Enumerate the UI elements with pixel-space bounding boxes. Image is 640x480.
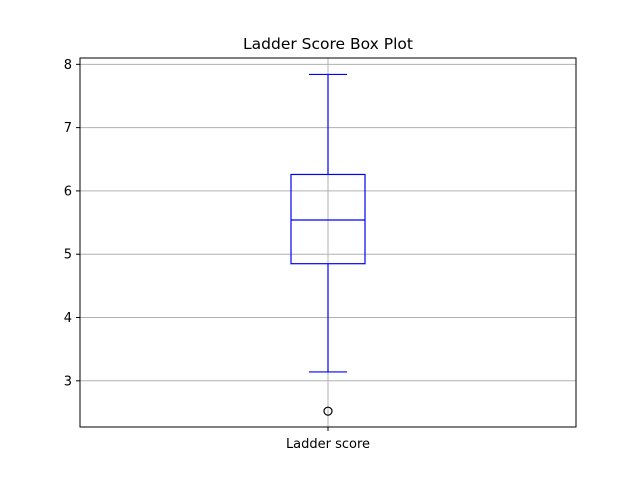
axes: 3 4 5 6 7 8 Ladder score: [64, 58, 370, 452]
y-tick-label: 3: [64, 374, 72, 389]
chart-title: Ladder Score Box Plot: [243, 35, 413, 53]
iqr-box: [290, 173, 366, 265]
y-tick-label: 4: [64, 311, 72, 326]
outlier-point: [323, 406, 333, 416]
box-group: [290, 73, 366, 416]
y-tick-label: 7: [64, 121, 72, 136]
y-tick-label: 6: [64, 184, 72, 199]
y-tick-label: 5: [64, 248, 72, 263]
x-tick-label: Ladder score: [286, 437, 370, 452]
y-tick-label: 8: [64, 58, 72, 73]
